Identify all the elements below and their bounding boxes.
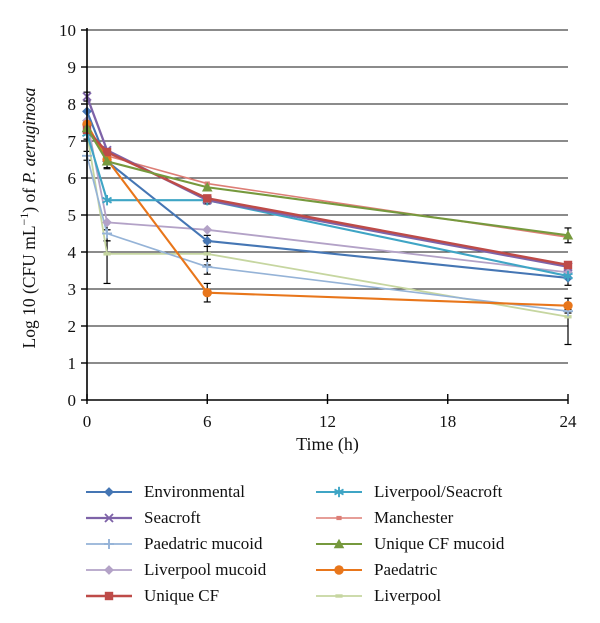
- y-tick-label: 2: [68, 317, 77, 336]
- x-tick-label: 24: [560, 412, 578, 431]
- asterisk-marker: [334, 486, 344, 498]
- legend-item-paedatric-mucoid: Paedatric mucoid: [85, 531, 315, 557]
- legend-marker-diamond-icon: [86, 487, 132, 497]
- legend-label: Unique CF: [144, 586, 220, 605]
- dash-marker: [203, 252, 211, 256]
- y-tick-label: 5: [68, 206, 77, 225]
- legend-label: Environmental: [144, 482, 246, 501]
- y-tick-label: 8: [68, 95, 77, 114]
- y-axis-title-part: −1: [17, 212, 31, 226]
- legend-item-liverpool: Liverpool: [315, 583, 565, 609]
- y-tick-label: 10: [59, 21, 76, 40]
- legend-item-unique-cf-mucoid: Unique CF mucoid: [315, 531, 565, 557]
- series-line-liverpool-mucoid: [86, 120, 569, 274]
- diamond-marker: [104, 487, 114, 497]
- circle-marker: [202, 288, 212, 298]
- triangle-marker: [101, 156, 113, 166]
- gridlines: [87, 29, 568, 364]
- asterisk-marker: [102, 195, 113, 206]
- legend-label: Liverpool mucoid: [144, 560, 267, 579]
- series-liverpool-seacroft: [82, 128, 573, 282]
- legend-label: Manchester: [374, 508, 454, 527]
- y-axis-title-part: Log 10 (CFU mL: [18, 225, 39, 349]
- y-axis-title-part: P. aeruginosa: [18, 87, 39, 184]
- legend-marker-plus-icon: [86, 539, 132, 549]
- circle-marker: [334, 565, 344, 575]
- legend-label: Liverpool/Seacroft: [374, 482, 503, 501]
- triangle-marker: [562, 230, 574, 240]
- legend-item-paedatric: Paedatric: [315, 557, 565, 583]
- series-line-liverpool-seacroft: [85, 133, 569, 278]
- legend-label: Paedatric mucoid: [144, 534, 263, 553]
- legend-marker-x-icon: [86, 513, 132, 523]
- series-line-seacroft: [85, 96, 569, 268]
- legend-item-manchester: Manchester: [315, 505, 565, 531]
- legend: Environmental Seacroft Paedatric mucoid Liv…: [85, 479, 565, 609]
- series-line-paedatric-mucoid: [86, 155, 569, 313]
- series-unique-cf: [82, 125, 573, 270]
- y-tick-label: 3: [68, 280, 77, 299]
- legend-item-liverpool-seacroft: Liverpool/Seacroft: [315, 479, 565, 505]
- dash-marker: [335, 594, 343, 598]
- legend-item-environmental: Environmental: [85, 479, 315, 505]
- asterisk-marker: [563, 270, 573, 282]
- y-axis-title: Log 10 (CFU mL−1) of P. aeruginosa: [17, 58, 39, 378]
- legend-marker-circle-icon: [316, 565, 362, 575]
- dash-marker: [103, 252, 111, 256]
- y-tick-label: 4: [68, 243, 77, 262]
- legend-marker-square-icon: [86, 591, 132, 601]
- y-axis-title-part: ) of: [18, 183, 39, 213]
- plus-marker: [102, 228, 113, 239]
- x-marker: [104, 513, 114, 523]
- legend-item-unique-cf: Unique CF: [85, 583, 315, 609]
- y-tick-label: 1: [68, 354, 77, 373]
- x-axis-title: Time (h): [296, 434, 359, 454]
- legend-marker-diamond-icon: [86, 565, 132, 575]
- square-marker: [104, 591, 114, 601]
- y-tick-label: 9: [68, 58, 77, 77]
- y-tick-label: 0: [68, 391, 77, 410]
- legend-label: Seacroft: [144, 508, 201, 527]
- legend-item-seacroft: Seacroft: [85, 505, 315, 531]
- y-tick-label: 7: [68, 132, 77, 151]
- legend-marker-triangle-icon: [316, 538, 362, 549]
- axes: [81, 28, 569, 404]
- legend-label: Unique CF mucoid: [374, 534, 505, 553]
- y-tick-label: 6: [68, 169, 77, 188]
- diamond-marker: [104, 565, 114, 575]
- legend-marker-dot-icon: [316, 515, 362, 521]
- plus-marker: [202, 261, 213, 272]
- circle-marker: [563, 300, 573, 311]
- legend-item-liverpool-mucoid: Liverpool mucoid: [85, 557, 315, 583]
- error-bars: [83, 91, 572, 346]
- legend-label: Liverpool: [374, 586, 442, 605]
- plus-marker: [104, 539, 114, 549]
- series-line-unique-cf-mucoid: [86, 127, 569, 237]
- square-marker: [563, 260, 573, 270]
- x-tick-label: 6: [203, 412, 212, 431]
- square-marker: [102, 147, 112, 157]
- diamond-marker: [102, 217, 112, 228]
- dot-marker: [336, 515, 342, 521]
- x-tick-label: 18: [439, 412, 456, 431]
- dash-marker: [564, 315, 572, 319]
- series-environmental: [82, 106, 573, 283]
- square-marker: [203, 194, 212, 203]
- legend-marker-asterisk-icon: [316, 486, 362, 498]
- diamond-marker: [202, 236, 213, 246]
- legend-label: Paedatric: [374, 560, 438, 579]
- triangle-marker: [333, 538, 345, 549]
- diamond-marker: [202, 224, 213, 235]
- triangle-marker: [201, 182, 213, 192]
- legend-marker-dash-icon: [316, 594, 362, 598]
- x-tick-label: 12: [319, 412, 336, 431]
- x-tick-label: 0: [83, 412, 92, 431]
